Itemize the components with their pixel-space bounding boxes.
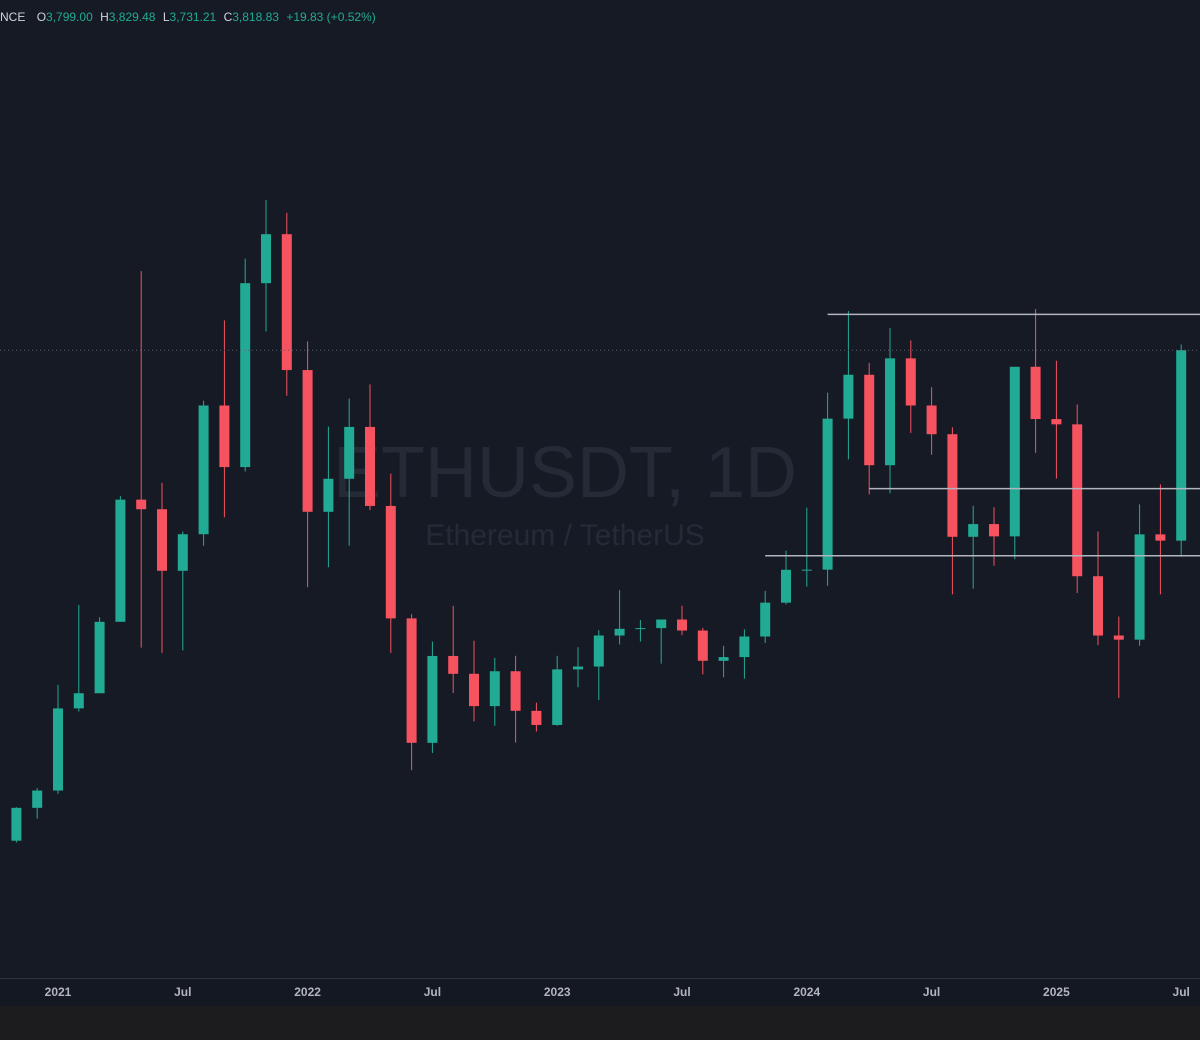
candle-body (427, 655, 438, 743)
candle-body (885, 358, 895, 466)
candle-body (115, 499, 126, 622)
candle-body (73, 693, 84, 709)
watermark-subtitle: Ethereum / TetherUS (425, 519, 705, 552)
candle-body (198, 405, 209, 535)
candle-body (843, 374, 854, 419)
candle-body (593, 635, 604, 667)
candle-body (1072, 424, 1083, 577)
candle-body (344, 426, 355, 479)
candle-body (905, 358, 916, 406)
candle-body (1113, 635, 1124, 640)
ohlc-header: NCE O3,799.00 H3,829.48 L3,731.21 C3,818… (0, 10, 376, 24)
candle-body (469, 673, 479, 707)
high: 3,829.48 (109, 10, 156, 24)
candle-body (801, 569, 812, 571)
candle-body (552, 669, 563, 725)
candle-body (573, 666, 583, 670)
candle-body (448, 655, 459, 674)
exchange: NCE (0, 10, 25, 24)
candle-body (53, 708, 63, 791)
x-tick-label: Jul (1173, 985, 1190, 999)
candle-body (1134, 534, 1145, 640)
x-tick-label: 2025 (1043, 985, 1070, 999)
candle-body (531, 710, 542, 725)
l-label: L (163, 10, 170, 24)
candle-body (656, 619, 667, 629)
candle-body (281, 234, 292, 371)
candle-body (989, 524, 999, 537)
candle-body (947, 434, 958, 537)
candle-body (240, 283, 251, 468)
candle-body (822, 418, 833, 570)
candle-body (157, 509, 167, 571)
candle-body (510, 671, 521, 711)
candle-body (489, 671, 500, 707)
c-label: C (224, 10, 233, 24)
candle-body (1030, 366, 1041, 420)
x-tick-label: Jul (424, 985, 441, 999)
bottom-bar (0, 1006, 1200, 1040)
candle-body (323, 478, 334, 512)
candle-body (697, 630, 708, 661)
change: +19.83 (+0.52%) (286, 10, 375, 24)
x-tick-label: 2024 (793, 985, 820, 999)
open: 3,799.00 (46, 10, 93, 24)
x-tick-label: Jul (673, 985, 690, 999)
x-tick-label: 2021 (45, 985, 72, 999)
candle-body (760, 602, 771, 637)
candle-body (302, 370, 313, 512)
candle-body (177, 534, 188, 571)
candle-body (781, 569, 791, 603)
candle-body (739, 636, 750, 658)
candle-body (718, 657, 729, 661)
candle-body (1093, 576, 1103, 636)
candle-body (1051, 419, 1062, 425)
x-tick-label: Jul (174, 985, 191, 999)
candle-body (926, 405, 937, 435)
plot (0, 200, 1200, 843)
h-label: H (100, 10, 109, 24)
candle-body (968, 524, 979, 537)
candle-body (1176, 350, 1187, 541)
x-tick-label: Jul (923, 985, 940, 999)
candle-body (32, 790, 43, 808)
candle-body (219, 405, 230, 468)
candle-body (1155, 534, 1166, 541)
candle-body (94, 621, 105, 694)
candle-body (365, 426, 375, 506)
watermark: ETHUSDT, 1D (333, 433, 797, 513)
candle-body (677, 619, 687, 631)
candle-body (864, 374, 875, 466)
x-tick-label: 2022 (294, 985, 321, 999)
x-tick-label: 2023 (544, 985, 571, 999)
low: 3,731.21 (170, 10, 217, 24)
candle-body (11, 807, 22, 841)
candle-body (1009, 366, 1020, 537)
candle-body (261, 234, 271, 284)
candle-body (385, 505, 396, 619)
o-label: O (37, 10, 46, 24)
close: 3,818.83 (232, 10, 279, 24)
time-axis (0, 978, 1200, 1006)
candle-body (614, 628, 625, 636)
candle-body (635, 628, 646, 630)
candle-body (136, 499, 147, 510)
candle-body (406, 618, 417, 743)
